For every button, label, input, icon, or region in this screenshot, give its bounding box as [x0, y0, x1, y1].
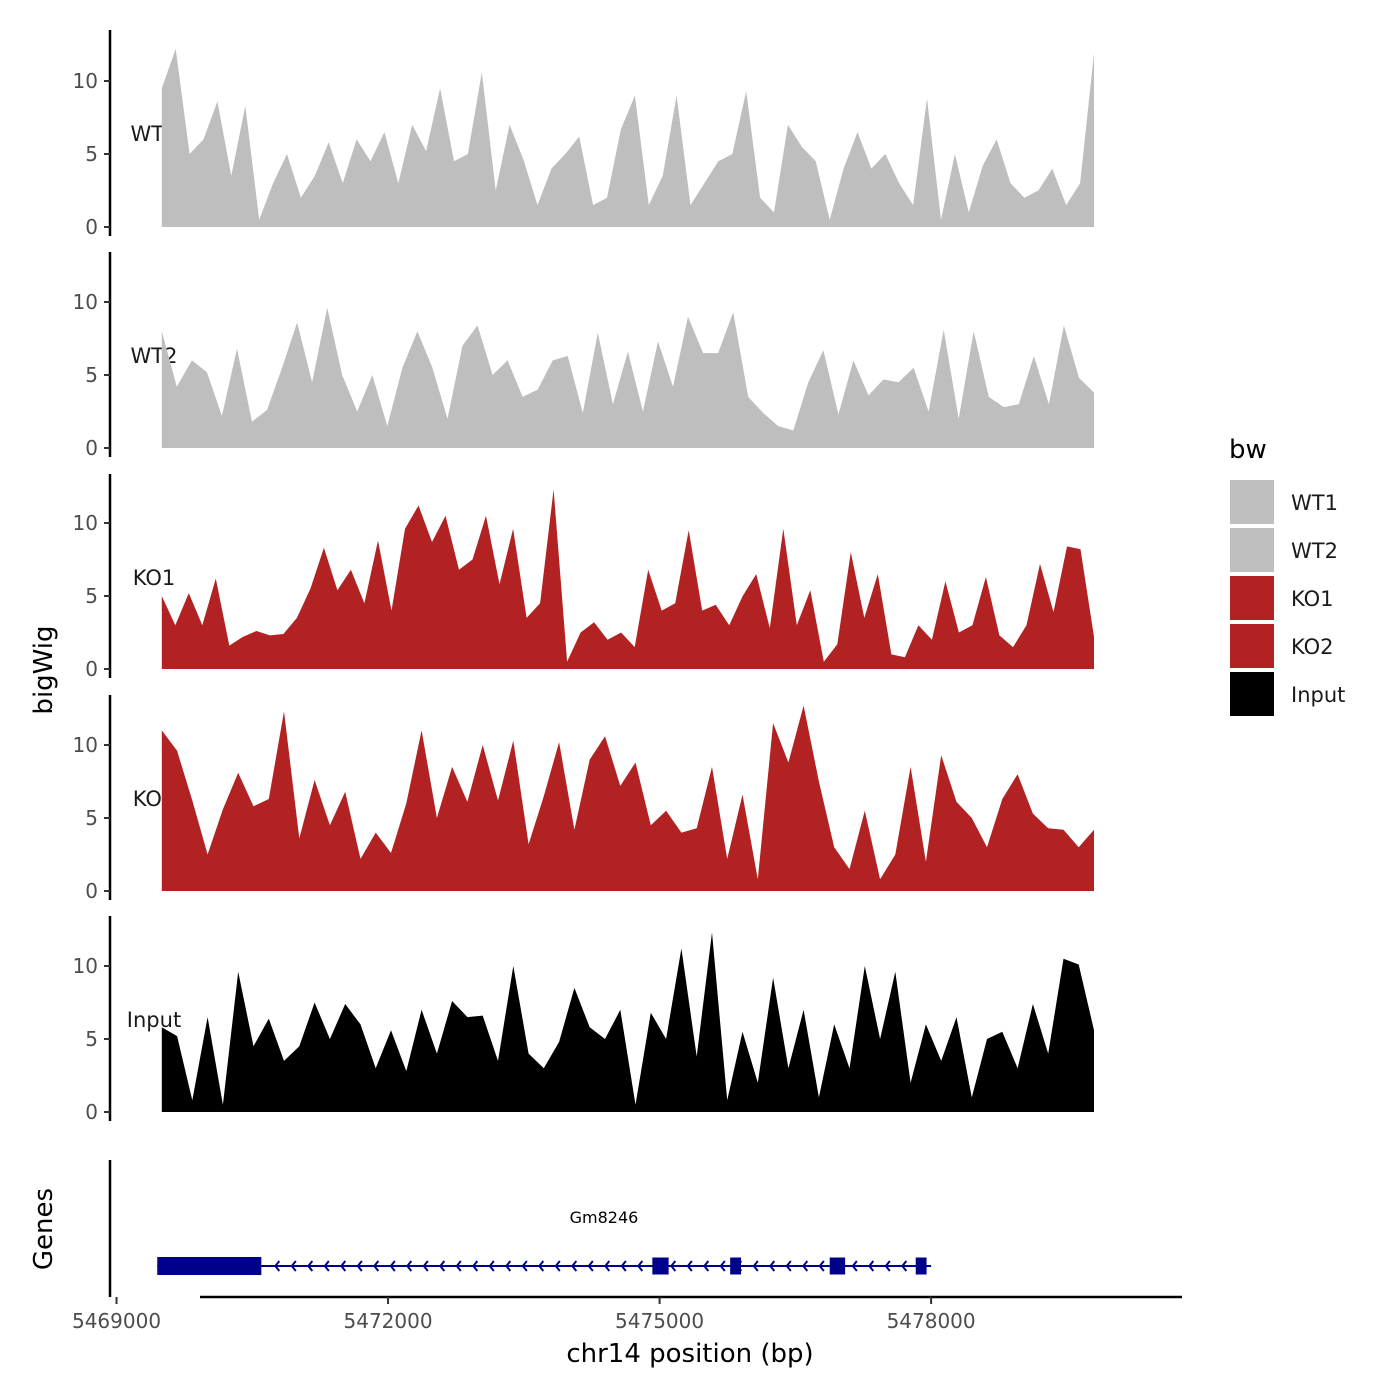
track-input: 0 5 10 Input — [73, 916, 1095, 1124]
y-tick-label: 5 — [85, 584, 98, 608]
legend: bw WT1 WT2 KO1 KO2 Input — [1229, 435, 1345, 716]
track-area-ko1 — [161, 489, 1095, 669]
strand-arrow — [686, 1260, 693, 1272]
gene-exon — [652, 1257, 669, 1275]
strand-arrow — [439, 1260, 446, 1272]
y-tick-label: 10 — [73, 511, 98, 535]
strand-arrow — [703, 1260, 710, 1272]
legend-swatch-ko1 — [1230, 576, 1274, 620]
strand-arrow — [521, 1260, 528, 1272]
x-tick-label: 5472000 — [344, 1309, 433, 1333]
y-tick-label: 10 — [73, 954, 98, 978]
y-tick-label: 5 — [85, 142, 98, 166]
y-tick-label: 5 — [85, 1027, 98, 1051]
gene-name: Gm8246 — [570, 1208, 639, 1227]
strand-arrow — [323, 1260, 330, 1272]
gene-exon — [915, 1257, 927, 1275]
legend-label-ko1: KO1 — [1291, 587, 1334, 611]
legend-label-wt2: WT2 — [1291, 539, 1338, 563]
gene-exon — [730, 1257, 742, 1275]
track-area-wt1 — [161, 48, 1095, 228]
strand-arrow — [620, 1260, 627, 1272]
legend-title: bw — [1229, 435, 1267, 465]
x-axis-title: chr14 position (bp) — [566, 1339, 813, 1369]
y-tick-label: 5 — [85, 806, 98, 830]
strand-arrow — [769, 1260, 776, 1272]
strand-arrow — [752, 1260, 759, 1272]
strand-arrow — [340, 1260, 347, 1272]
strand-arrow — [554, 1260, 561, 1272]
y-tick-label: 0 — [85, 1100, 98, 1124]
strand-arrow — [884, 1260, 891, 1272]
strand-arrow — [670, 1260, 677, 1272]
strand-arrow — [818, 1260, 825, 1272]
y-tick-label: 0 — [85, 215, 98, 239]
x-axis: 5469000 5472000 5475000 5478000 — [72, 1295, 1182, 1333]
strand-arrow — [455, 1260, 462, 1272]
y-tick-label: 5 — [85, 363, 98, 387]
y-tick-label: 10 — [73, 733, 98, 757]
strand-arrow — [290, 1260, 297, 1272]
strand-arrow — [851, 1260, 858, 1272]
gene-exon — [829, 1257, 846, 1275]
strand-arrow — [472, 1260, 479, 1272]
legend-label-wt1: WT1 — [1291, 491, 1338, 515]
strand-arrow — [637, 1260, 644, 1272]
legend-swatch-input — [1230, 672, 1274, 716]
legend-label-input: Input — [1291, 683, 1345, 707]
y-tick-label: 0 — [85, 436, 98, 460]
strand-arrow — [868, 1260, 875, 1272]
strand-arrow — [373, 1260, 380, 1272]
y-tick-label: 10 — [73, 69, 98, 93]
strand-arrow — [587, 1260, 594, 1272]
strand-arrow — [571, 1260, 578, 1272]
x-tick-label: 5478000 — [887, 1309, 976, 1333]
strand-arrow — [802, 1260, 809, 1272]
strand-arrow — [274, 1260, 281, 1272]
x-tick-label: 5475000 — [615, 1309, 704, 1333]
strand-arrow — [488, 1260, 495, 1272]
y-tick-label: 0 — [85, 657, 98, 681]
strand-arrow — [307, 1260, 314, 1272]
genes-track: Genes Gm8246 — [29, 1160, 932, 1297]
genes-title: Genes — [29, 1188, 59, 1270]
strand-arrow — [538, 1260, 545, 1272]
strand-arrow — [604, 1260, 611, 1272]
legend-swatch-wt1 — [1230, 480, 1274, 524]
strand-arrow — [389, 1260, 396, 1272]
x-tick-label: 5469000 — [72, 1309, 161, 1333]
track-area-input — [161, 932, 1095, 1112]
gene-exon — [157, 1257, 262, 1275]
strand-arrow — [422, 1260, 429, 1272]
strand-arrow — [406, 1260, 413, 1272]
legend-label-ko2: KO2 — [1291, 635, 1334, 659]
strand-arrow — [356, 1260, 363, 1272]
y-tick-label: 10 — [73, 290, 98, 314]
track-ko1: 0 5 10 KO1 — [73, 474, 1095, 681]
track-area-wt2 — [161, 307, 1095, 448]
track-area-ko2 — [161, 705, 1095, 891]
strand-arrow — [505, 1260, 512, 1272]
track-label: Input — [127, 1008, 181, 1032]
legend-swatch-wt2 — [1230, 528, 1274, 572]
strand-arrow — [901, 1260, 908, 1272]
y-axis-title: bigWig — [29, 625, 59, 714]
y-tick-label: 0 — [85, 879, 98, 903]
legend-swatch-ko2 — [1230, 624, 1274, 668]
strand-arrow — [785, 1260, 792, 1272]
track-label: KO1 — [133, 566, 176, 590]
strand-arrow — [719, 1260, 726, 1272]
